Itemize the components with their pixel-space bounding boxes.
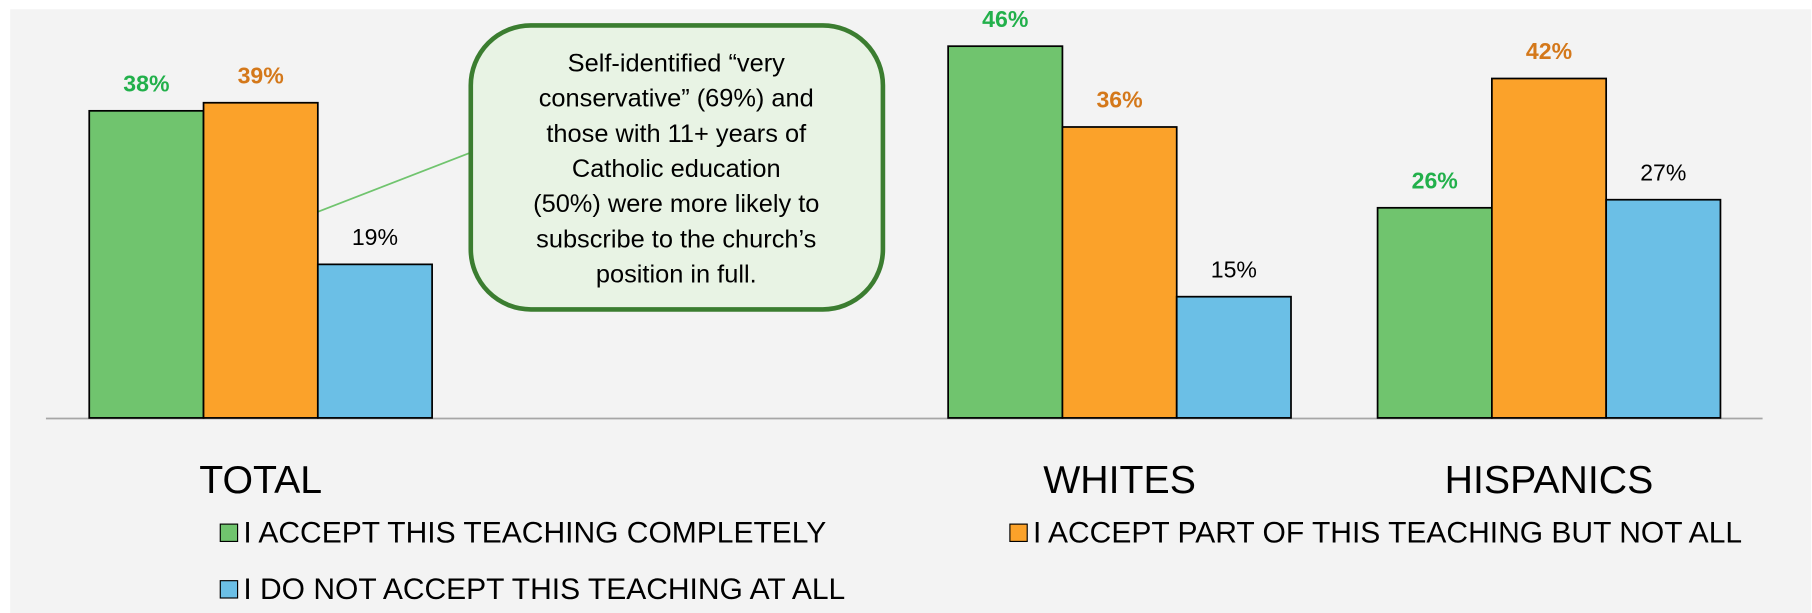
- bar: [947, 45, 1064, 419]
- data-label: 19%: [352, 224, 398, 250]
- legend-swatch: [219, 523, 239, 543]
- x-tick-label: TOTAL: [199, 458, 322, 502]
- data-label: 26%: [1412, 167, 1458, 193]
- legend-label: I ACCEPT PART OF THIS TEACHING BUT NOT A…: [1033, 516, 1742, 549]
- bar: [1061, 126, 1178, 419]
- callout-line: those with 11+ years of: [546, 120, 807, 148]
- legend-label: I ACCEPT THIS TEACHING COMPLETELY: [243, 516, 826, 549]
- bar: [88, 109, 205, 419]
- callout-line: Self-identified “very: [568, 49, 785, 77]
- callout-text: Self-identified “very conservative” (69%)…: [533, 49, 819, 288]
- bar: [316, 263, 433, 419]
- data-label: 46%: [982, 6, 1028, 32]
- x-tick-label: HISPANICS: [1445, 458, 1654, 502]
- callout-line: position in full.: [596, 261, 757, 289]
- data-label: 15%: [1211, 256, 1257, 282]
- bar: [1491, 77, 1608, 419]
- callout-line: subscribe to the church’s: [536, 225, 816, 253]
- data-label: 39%: [238, 62, 284, 88]
- legend-swatch: [1009, 523, 1028, 543]
- callout-line: (50%) were more likely to: [533, 190, 819, 218]
- bar: [1175, 295, 1292, 419]
- x-tick-label: WHITES: [1043, 458, 1196, 502]
- data-label: 27%: [1640, 159, 1686, 185]
- data-label: 38%: [123, 71, 169, 97]
- legend-label: I DO NOT ACCEPT THIS TEACHING AT ALL: [243, 573, 845, 606]
- data-label: 36%: [1096, 87, 1142, 113]
- data-label: 42%: [1526, 38, 1572, 64]
- legend-swatch: [219, 580, 239, 599]
- bar: [1605, 198, 1722, 419]
- callout-line: Catholic education: [572, 155, 781, 183]
- callout-box: [468, 23, 886, 312]
- bar: [202, 101, 319, 419]
- callout-line: conservative” (69%) and: [539, 85, 814, 113]
- bar: [1376, 206, 1493, 419]
